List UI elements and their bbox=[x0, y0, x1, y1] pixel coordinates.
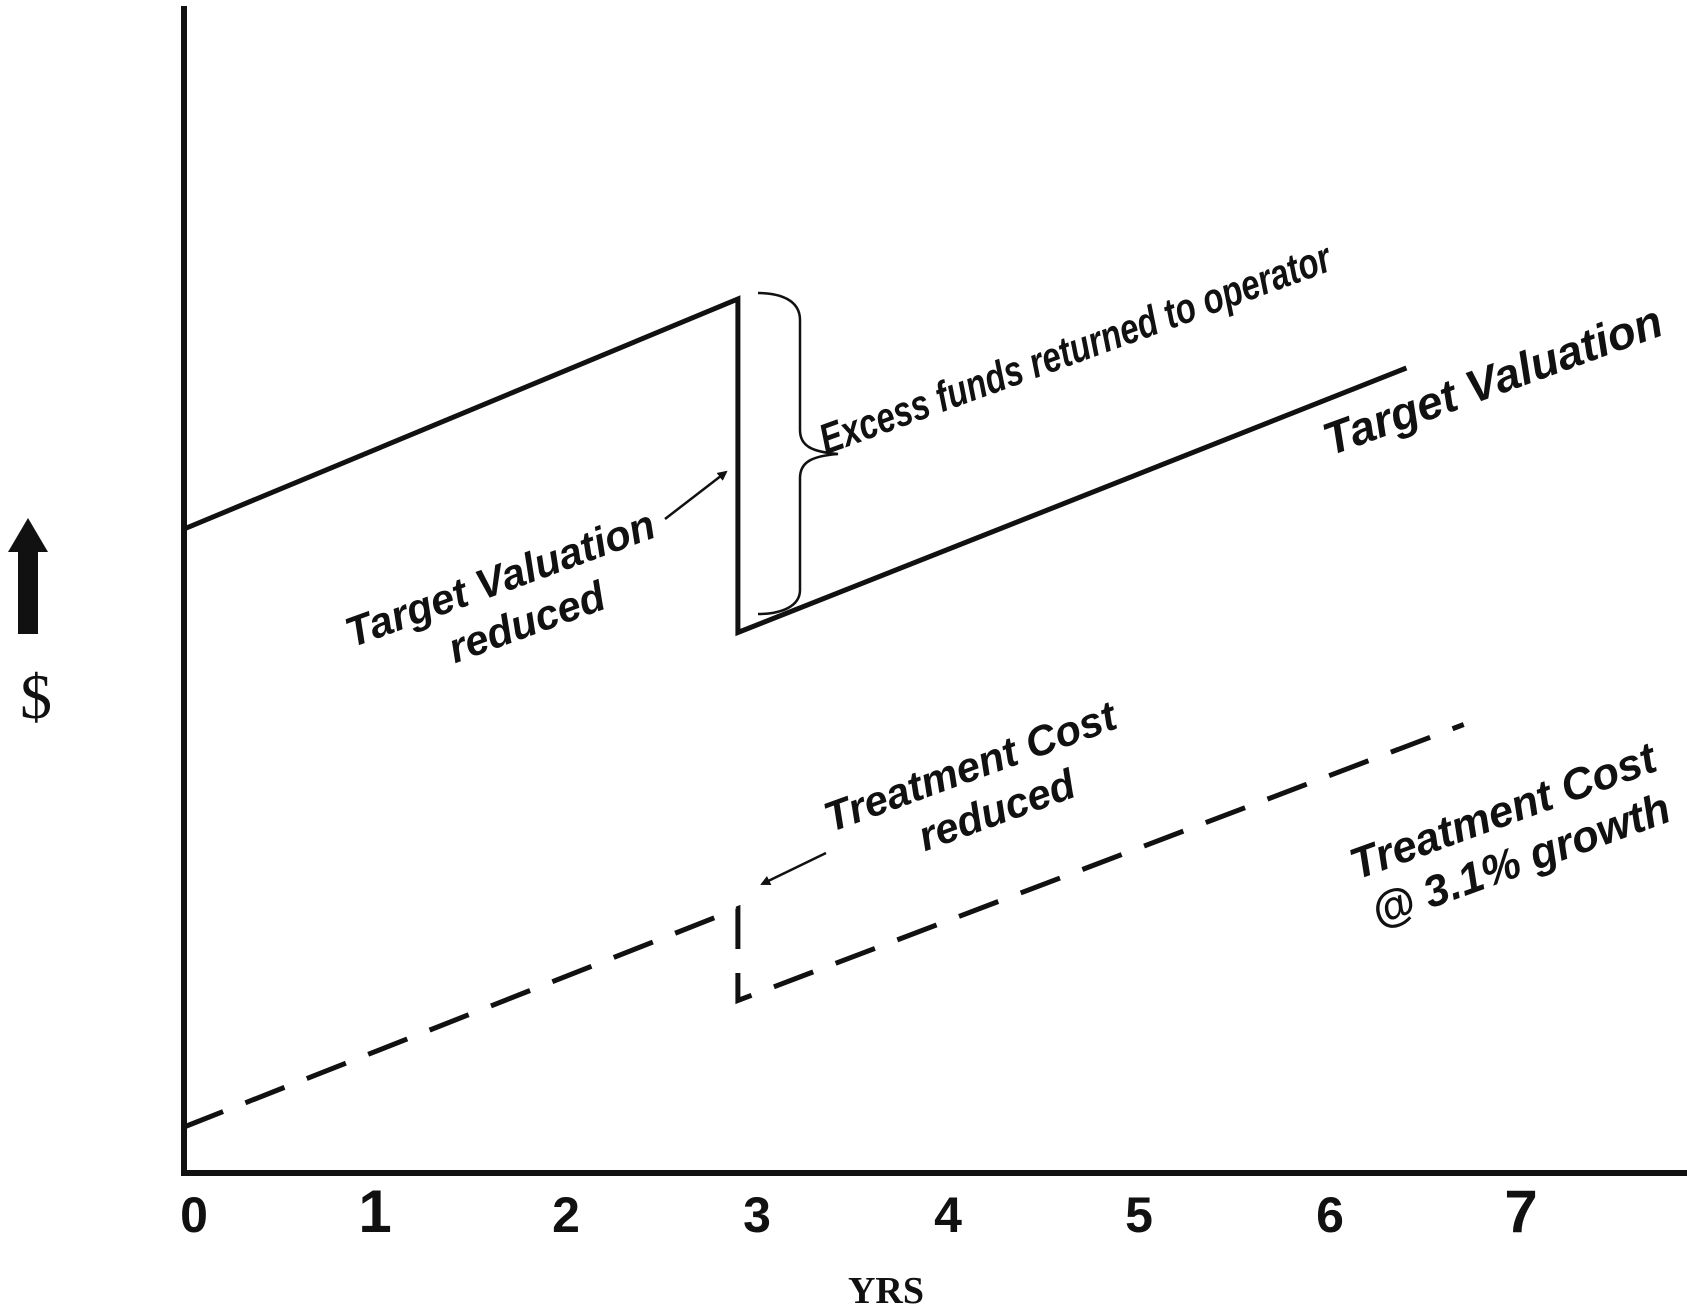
x-axis-label: YRS bbox=[848, 1270, 924, 1312]
y-axis-label: $ bbox=[20, 661, 52, 732]
x-tick-label: 7 bbox=[1504, 1178, 1537, 1245]
x-tick-label: 6 bbox=[1316, 1187, 1344, 1243]
x-tick-label: 5 bbox=[1125, 1187, 1153, 1243]
excess-funds-brace bbox=[757, 291, 839, 616]
series-line-target-valuation bbox=[183, 295, 1408, 637]
series-line-treatment-cost bbox=[183, 722, 1465, 1130]
x-tick-label: 2 bbox=[552, 1187, 580, 1243]
up-arrow-icon bbox=[8, 518, 48, 634]
tc-reduced-arrow bbox=[760, 851, 827, 886]
x-tick-labels: 0 1 2 3 4 5 6 7 bbox=[180, 1178, 1538, 1245]
x-tick-label: 0 bbox=[180, 1187, 208, 1243]
x-tick-label: 4 bbox=[934, 1187, 962, 1243]
target-valuation-series-label: Target Valuation bbox=[1316, 294, 1669, 465]
x-tick-label: 3 bbox=[743, 1187, 771, 1243]
tv-reduced-arrow bbox=[664, 470, 728, 520]
x-tick-label: 1 bbox=[358, 1178, 391, 1245]
excess-funds-annotation: Excess funds returned to operator bbox=[813, 234, 1339, 464]
